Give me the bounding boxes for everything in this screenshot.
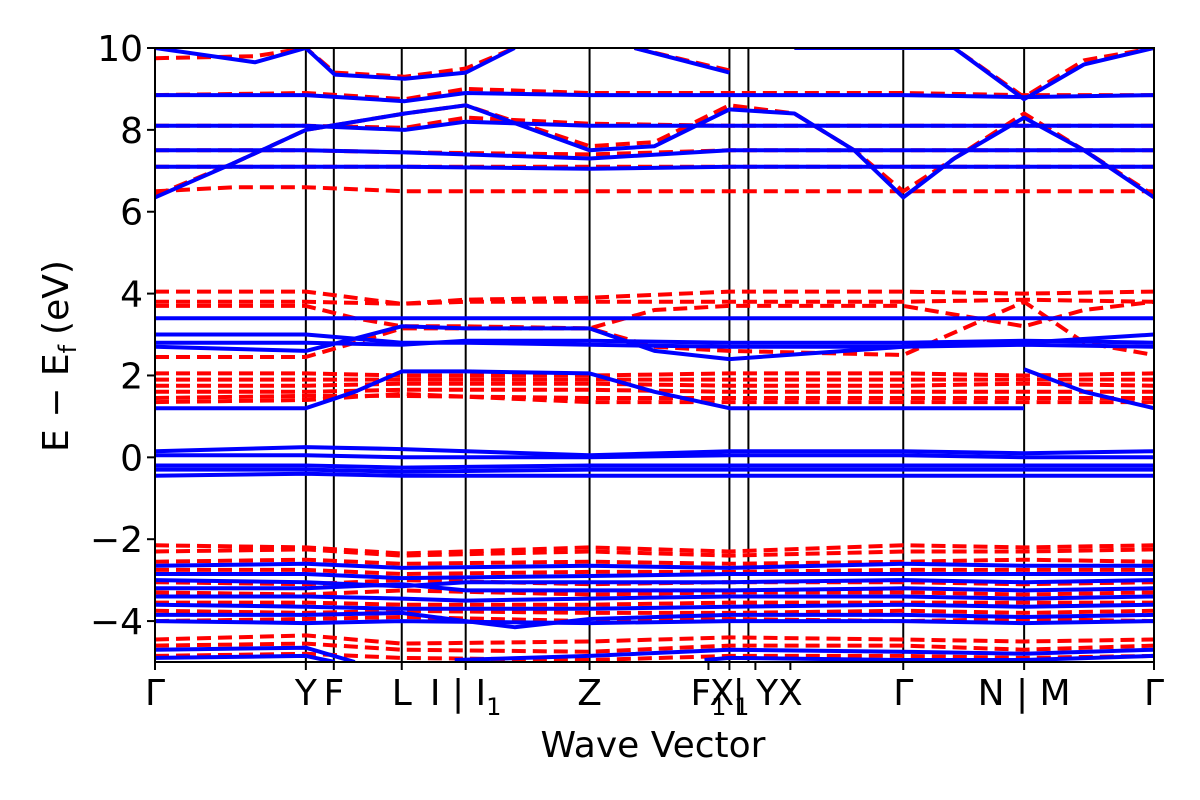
x-tick-label: Z bbox=[577, 673, 602, 714]
x-tick-label: F bbox=[323, 673, 344, 714]
y-tick-label: 10 bbox=[97, 29, 143, 70]
dashed-band-line bbox=[155, 633, 1154, 646]
dashed-band-line bbox=[155, 387, 1154, 394]
solid-band-line bbox=[155, 103, 1154, 200]
x-tick-label: Y bbox=[294, 673, 318, 714]
x-tick-label: L bbox=[392, 673, 412, 714]
x-tick-label: X1 bbox=[709, 673, 749, 721]
solid-band-line bbox=[155, 594, 1154, 603]
solid-band-line bbox=[155, 561, 1154, 570]
dashed-band-line bbox=[155, 393, 1154, 400]
solid-band-line bbox=[155, 645, 356, 662]
solid-band-line bbox=[155, 471, 1154, 478]
dashed-band-line bbox=[155, 615, 1154, 624]
solid-band-line bbox=[155, 91, 1154, 104]
dashed-band-line bbox=[155, 86, 1154, 102]
solid-band-line bbox=[155, 467, 1154, 474]
dashed-band-line bbox=[155, 185, 1154, 194]
solid-band-line bbox=[155, 324, 1154, 362]
y-tick-label: −4 bbox=[90, 602, 143, 643]
solid-band-line bbox=[155, 445, 1154, 458]
dashed-band-line bbox=[155, 641, 1154, 654]
solid-band-line bbox=[155, 453, 1154, 460]
solid-band-line bbox=[155, 602, 1154, 611]
dashed-band-line bbox=[155, 297, 1154, 306]
dashed-band-line bbox=[155, 547, 1154, 558]
dashed-band-line bbox=[155, 608, 1154, 615]
dashed-band-line bbox=[155, 600, 1154, 607]
x-tick-label: Γ bbox=[1144, 673, 1164, 714]
x-tick-label: Γ bbox=[145, 673, 165, 714]
dashed-band-line bbox=[155, 371, 1154, 378]
y-axis-title-subscript: f bbox=[54, 344, 82, 353]
dashed-band-line bbox=[155, 588, 1154, 597]
solid-band-line bbox=[155, 48, 516, 81]
y-axis: −4 −2 0 2 4 6 8 10 bbox=[90, 29, 155, 643]
solid-band-line bbox=[704, 653, 1154, 662]
solid-band-line bbox=[155, 582, 1154, 593]
y-axis-title-main: E − E bbox=[36, 353, 77, 452]
dashed-band-line bbox=[155, 557, 1154, 566]
y-tick-label: 2 bbox=[120, 356, 143, 397]
y-axis-title-unit: (eV) bbox=[36, 260, 77, 335]
y-tick-label: 6 bbox=[120, 193, 143, 234]
solid-band-line bbox=[454, 647, 1154, 662]
y-tick-label: 4 bbox=[120, 275, 143, 316]
solid-band-line bbox=[155, 619, 1154, 626]
x-tick-label: X bbox=[778, 673, 803, 714]
dashed-band-line bbox=[155, 381, 1154, 388]
y-tick-label: 0 bbox=[120, 438, 143, 479]
solid-band-line bbox=[155, 463, 1154, 470]
x-tick-label: | Y bbox=[733, 673, 780, 714]
y-tick-label: 8 bbox=[120, 111, 143, 152]
dashed-band-line bbox=[155, 391, 1154, 405]
solid-band-line bbox=[155, 653, 336, 662]
dashed-band-line bbox=[794, 48, 1154, 100]
dashed-band-line bbox=[155, 567, 1154, 576]
bands-layer bbox=[155, 48, 1154, 662]
solid-band-line bbox=[794, 48, 1154, 102]
solid-band-line bbox=[155, 369, 1025, 411]
x-tick-label: F1 bbox=[690, 673, 726, 721]
solid-band-line bbox=[155, 148, 1154, 161]
x-axis-title: Wave Vector bbox=[541, 725, 766, 766]
y-tick-label: −2 bbox=[90, 520, 143, 561]
solid-band-line bbox=[633, 48, 730, 75]
x-tick-label: N | M bbox=[978, 673, 1071, 714]
solid-band-line bbox=[155, 164, 1154, 171]
dashed-band-line bbox=[155, 651, 1154, 662]
dashed-band-line bbox=[155, 543, 1154, 556]
solid-band-line bbox=[155, 578, 1154, 589]
y-axis-title: E − Ef (eV) bbox=[36, 260, 82, 452]
solid-band-line bbox=[155, 572, 1154, 581]
dashed-band-line bbox=[155, 289, 1154, 306]
x-tick-label: I | I1 bbox=[430, 673, 502, 721]
solid-band-line bbox=[155, 119, 1154, 132]
x-tick-label: Γ bbox=[893, 673, 913, 714]
solid-band-line bbox=[1023, 367, 1154, 411]
plot-frame bbox=[154, 47, 1155, 663]
